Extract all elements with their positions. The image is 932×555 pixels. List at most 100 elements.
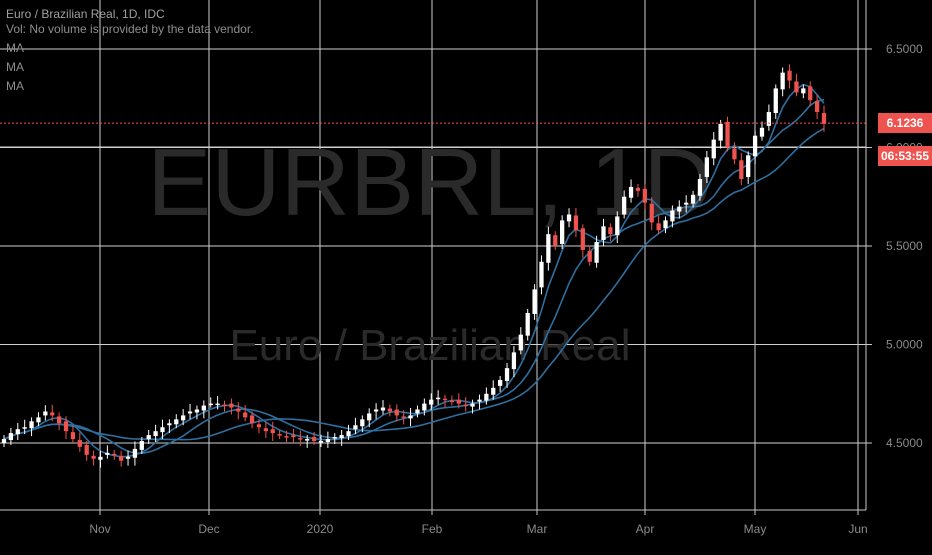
candle-down: [277, 430, 282, 440]
candle-down: [401, 410, 406, 425]
candle-up: [132, 441, 138, 466]
ma-legend-3[interactable]: MA: [6, 79, 24, 93]
candles: [1, 64, 827, 468]
candle-up: [470, 399, 475, 414]
candle-body: [311, 437, 317, 442]
candle-body: [484, 393, 489, 401]
candle-body: [435, 397, 441, 400]
candle-down: [263, 421, 268, 439]
candle-body: [277, 434, 282, 436]
candle-down: [394, 404, 399, 422]
candle-body: [690, 194, 696, 204]
candle-body: [208, 403, 213, 406]
candle-down: [553, 231, 558, 250]
candle-up: [615, 211, 620, 244]
candle-body: [339, 435, 344, 439]
ma-line-3: [3, 127, 825, 441]
candle-body: [394, 409, 399, 416]
candle-down: [587, 245, 592, 266]
candle-body: [256, 424, 262, 428]
candle-down: [70, 425, 76, 443]
price-tick-label: 4.5000: [886, 436, 923, 450]
candle-body: [139, 441, 144, 450]
time-axis[interactable]: Nov Dec 2020 Feb Mar Apr May Jun: [0, 509, 868, 536]
candle-body: [29, 421, 34, 429]
candle-down: [635, 183, 641, 197]
candle-body: [181, 415, 186, 421]
candle-down: [298, 430, 303, 446]
candle-down: [291, 428, 296, 443]
candle-down: [787, 64, 792, 89]
watermark: EURBRL, 1D Euro / Brazilian Real: [147, 129, 713, 370]
candle-body: [70, 432, 76, 440]
candle-body: [794, 81, 799, 93]
candle-body: [766, 112, 772, 126]
candle-down: [311, 431, 317, 445]
candle-up: [766, 104, 772, 131]
candle-body: [236, 408, 241, 412]
candle-up: [594, 235, 599, 268]
candle-body: [367, 413, 372, 421]
candle-up: [125, 450, 131, 466]
candle-up: [539, 255, 544, 295]
candle-body: [511, 352, 517, 370]
candle-down: [649, 197, 654, 231]
price-tick-label: 6.5000: [886, 42, 923, 56]
candle-up: [380, 400, 386, 415]
candle-up: [346, 424, 351, 441]
candle-body: [415, 409, 420, 414]
candle-down: [84, 441, 89, 461]
candle-body: [167, 423, 172, 426]
candle-up: [677, 200, 682, 219]
candle-body: [560, 220, 565, 245]
candle-body: [325, 439, 331, 443]
candle-up: [174, 414, 179, 429]
candle-body: [697, 179, 703, 196]
candle-down: [821, 105, 827, 132]
candle-body: [615, 216, 620, 236]
ma-legend-2[interactable]: MA: [6, 60, 24, 74]
candle-body: [780, 72, 785, 90]
candle-up: [105, 445, 110, 459]
candle-down: [270, 421, 275, 442]
candle-down: [112, 449, 117, 460]
candle-body: [580, 228, 585, 250]
candle-up: [208, 397, 213, 408]
candle-up: [532, 284, 537, 320]
candle-up: [43, 405, 48, 421]
candle-body: [684, 202, 689, 205]
ma-legend-1[interactable]: MA: [6, 41, 24, 55]
candle-down: [642, 183, 647, 210]
candle-body: [270, 429, 275, 434]
candle-up: [367, 408, 372, 428]
candle-body: [243, 412, 248, 418]
candle-body: [670, 210, 675, 222]
candle-down: [256, 419, 262, 434]
candle-up: [22, 419, 27, 435]
candle-up: [29, 417, 34, 437]
candle-body: [222, 404, 227, 407]
candle-up: [139, 437, 144, 454]
candle-up: [1, 435, 7, 447]
candle-body: [429, 399, 434, 405]
candle-up: [546, 226, 551, 271]
candle-up: [160, 419, 165, 440]
candle-body: [442, 398, 448, 401]
candle-body: [622, 196, 627, 215]
candle-body: [36, 417, 41, 423]
candle-up: [339, 429, 344, 446]
candle-down: [243, 404, 248, 422]
candle-body: [601, 226, 606, 241]
candle-body: [470, 403, 475, 407]
candle-body: [22, 427, 27, 429]
candle-up: [711, 132, 716, 166]
candle-body: [105, 452, 110, 455]
candle-up: [491, 380, 496, 400]
candle-up: [360, 415, 365, 433]
candle-body: [132, 448, 138, 458]
candle-up: [15, 422, 20, 441]
candle-down: [725, 116, 730, 152]
